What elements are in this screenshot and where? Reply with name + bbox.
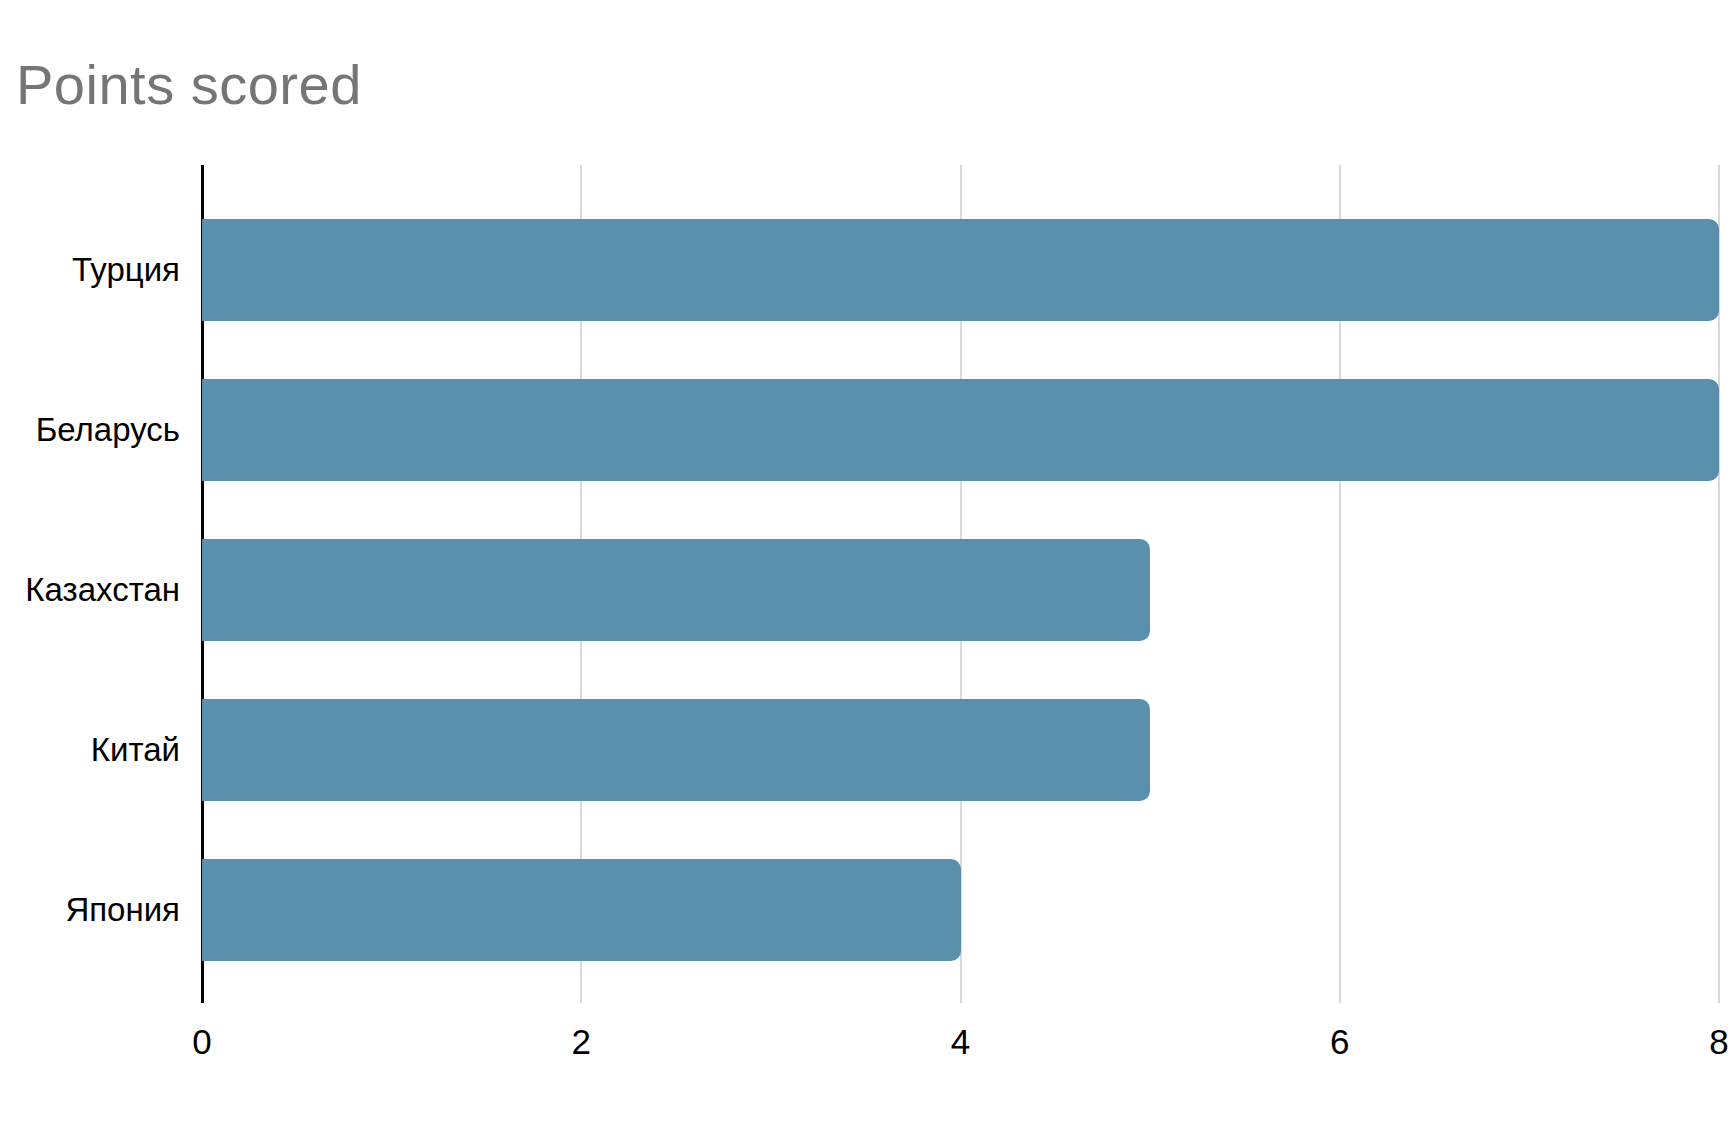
category-label-Турция: Турция: [0, 190, 180, 350]
bar-Беларусь: [202, 379, 1719, 481]
category-axis-labels: ТурцияБеларусьКазахстанКитайЯпония: [0, 190, 180, 990]
category-label-Китай: Китай: [0, 670, 180, 830]
chart-title: Points scored: [16, 52, 362, 117]
bar-row: [202, 510, 1719, 670]
bar-row: [202, 190, 1719, 350]
x-tick-label-6: 6: [1330, 1022, 1349, 1062]
x-tick-label-4: 4: [951, 1022, 970, 1062]
category-label-Казахстан: Казахстан: [0, 510, 180, 670]
category-label-Беларусь: Беларусь: [0, 350, 180, 510]
bar-row: [202, 350, 1719, 510]
x-axis-tick-labels: 02468: [202, 1022, 1719, 1072]
x-tick-label-0: 0: [192, 1022, 211, 1062]
bar-Япония: [202, 859, 961, 961]
x-tick-label-2: 2: [572, 1022, 591, 1062]
bar-row: [202, 670, 1719, 830]
bar-Китай: [202, 699, 1150, 801]
plot-area: [202, 190, 1719, 990]
bar-Казахстан: [202, 539, 1150, 641]
x-tick-label-8: 8: [1709, 1022, 1728, 1062]
bar-Турция: [202, 219, 1719, 321]
category-label-Япония: Япония: [0, 830, 180, 990]
bar-row: [202, 830, 1719, 990]
bar-chart: Points scored ТурцияБеларусьКазахстанКит…: [0, 0, 1732, 1124]
